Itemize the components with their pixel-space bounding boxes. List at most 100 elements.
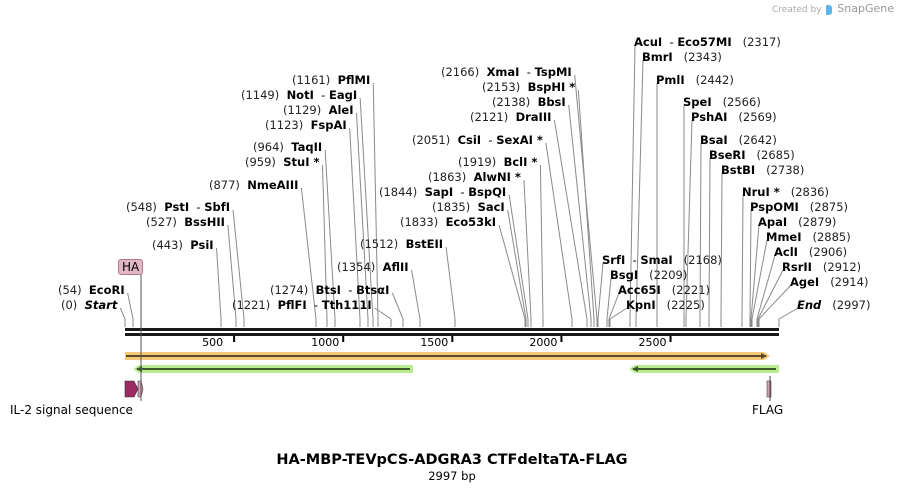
site-position: (1833) bbox=[400, 215, 439, 229]
site-leader-line bbox=[751, 239, 768, 327]
site-position: (2138) bbox=[492, 95, 531, 109]
enzyme-site-label[interactable]: (1149) NotI - EagI bbox=[241, 88, 357, 102]
enzyme-site-label[interactable]: SpeI (2566) bbox=[683, 95, 761, 109]
site-position: (2997) bbox=[832, 298, 871, 312]
site-position: (1835) bbox=[432, 200, 471, 214]
enzyme-site-label[interactable]: End (2997) bbox=[797, 298, 871, 312]
site-leader-line bbox=[391, 292, 404, 327]
enzyme-name: PflMI bbox=[337, 73, 371, 87]
enzyme-site-label[interactable]: RsrII (2912) bbox=[782, 260, 861, 274]
enzyme-site-label[interactable]: AclI (2906) bbox=[774, 245, 847, 259]
separator: - bbox=[625, 253, 641, 267]
enzyme-site-label[interactable]: PshAI (2569) bbox=[691, 110, 777, 124]
enzyme-site-label[interactable]: (54) EcoRI bbox=[58, 283, 125, 297]
enzyme-site-label[interactable]: (964) TaqII bbox=[253, 140, 322, 154]
site-position: (2738) bbox=[766, 163, 805, 177]
enzyme-site-label[interactable]: (877) NmeAIII bbox=[209, 178, 298, 192]
enzyme-site-label[interactable]: (959) StuI * bbox=[245, 155, 320, 169]
site-leader-line bbox=[606, 277, 612, 327]
separator: - bbox=[519, 65, 535, 79]
site-position: (1129) bbox=[283, 103, 322, 117]
flag-label[interactable]: FLAG bbox=[752, 403, 784, 417]
enzyme-name: MmeI bbox=[766, 230, 802, 244]
enzyme-site-label[interactable]: ApaI (2879) bbox=[758, 215, 836, 229]
enzyme-site-label[interactable]: BmrI (2343) bbox=[642, 50, 722, 64]
enzyme-site-label[interactable]: (1835) SacI bbox=[432, 200, 505, 214]
site-leader-line bbox=[227, 224, 237, 327]
enzyme-site-label[interactable]: (1221) PflFI - Tth111I bbox=[232, 298, 372, 312]
enzyme-site-label[interactable]: (443) PsiI bbox=[152, 238, 214, 252]
enzyme-site-label[interactable]: (1274) BtsI - BtsαI bbox=[270, 283, 389, 297]
site-position: (1274) bbox=[270, 283, 309, 297]
enzyme-site-label[interactable]: KpnI (2225) bbox=[626, 298, 705, 312]
site-leader-line bbox=[411, 269, 421, 327]
enzyme-site-label[interactable]: SrfI - SmaI (2168) bbox=[602, 253, 722, 267]
enzyme-name: BspHI * bbox=[527, 80, 576, 94]
enzyme-site-label[interactable]: (1354) AflII bbox=[337, 260, 409, 274]
separator: - bbox=[453, 185, 469, 199]
site-leader-line bbox=[300, 187, 317, 327]
enzyme-site-label[interactable]: MmeI (2885) bbox=[766, 230, 851, 244]
enzyme-site-label[interactable]: BseRI (2685) bbox=[709, 148, 795, 162]
enzyme-site-label[interactable]: AcuI - Eco57MI (2317) bbox=[634, 35, 781, 49]
il2-signal-sequence-label[interactable]: IL-2 signal sequence bbox=[10, 403, 133, 417]
separator: - bbox=[340, 283, 357, 297]
enzyme-name-2: Eco57MI bbox=[677, 35, 732, 49]
enzyme-site-label[interactable]: BstBI (2738) bbox=[721, 163, 804, 177]
site-leader-line bbox=[750, 224, 760, 327]
site-leader-line bbox=[608, 292, 620, 327]
enzyme-site-label[interactable]: (2121) DraIII bbox=[470, 110, 551, 124]
site-position: (527) bbox=[146, 215, 177, 229]
enzyme-name-2: TspMI bbox=[534, 65, 572, 79]
snapgene-credit: Created by SnapGene bbox=[772, 2, 894, 15]
ha-tag-badge[interactable]: HA bbox=[118, 259, 144, 275]
site-position: (443) bbox=[152, 238, 183, 252]
enzyme-name: StuI * bbox=[283, 155, 320, 169]
enzyme-name: PsiI bbox=[190, 238, 214, 252]
enzyme-name-2: BtsαI bbox=[356, 283, 390, 297]
ruler-tick-label: 1500 bbox=[420, 336, 449, 349]
enzyme-site-label[interactable]: PspOMI (2875) bbox=[750, 200, 848, 214]
site-leader-line bbox=[568, 104, 592, 327]
enzyme-site-label[interactable]: (2138) BbsI bbox=[492, 95, 566, 109]
enzyme-site-label[interactable]: NruI * (2836) bbox=[742, 185, 829, 199]
enzyme-site-label[interactable]: (1512) BstEII bbox=[360, 237, 443, 251]
enzyme-site-label[interactable]: (1129) AleI bbox=[283, 103, 353, 117]
site-position: (1512) bbox=[360, 237, 399, 251]
enzyme-site-label[interactable]: BsgI (2209) bbox=[610, 268, 687, 282]
enzyme-site-label[interactable]: (527) BssHII bbox=[146, 215, 225, 229]
enzyme-name-2: SmaI bbox=[640, 253, 673, 267]
enzyme-name: BclI * bbox=[503, 155, 538, 169]
enzyme-site-label[interactable]: AgeI (2914) bbox=[790, 275, 868, 289]
enzyme-site-label[interactable]: BsaI (2642) bbox=[700, 133, 777, 147]
enzyme-site-label[interactable]: (2166) XmaI - TspMI bbox=[441, 65, 572, 79]
enzyme-site-label[interactable]: (2153) BspHI * bbox=[482, 80, 575, 94]
site-leader-line bbox=[508, 194, 529, 327]
enzyme-site-label[interactable]: (2051) CsiI - SexAI * bbox=[412, 133, 543, 147]
site-position: (2166) bbox=[441, 65, 480, 79]
site-position: (1863) bbox=[428, 170, 467, 184]
site-position: (1844) bbox=[379, 185, 418, 199]
enzyme-site-label[interactable]: PmlI (2442) bbox=[656, 73, 734, 87]
enzyme-site-label[interactable]: (1123) FspAI bbox=[265, 118, 347, 132]
site-position: (2121) bbox=[470, 110, 509, 124]
enzyme-site-label[interactable]: (1844) SapI - BspQI bbox=[379, 185, 506, 199]
enzyme-site-label[interactable]: (1161) PflMI bbox=[292, 73, 370, 87]
enzyme-name: Start bbox=[84, 298, 118, 312]
enzyme-site-label[interactable]: (0) Start bbox=[61, 298, 117, 312]
enzyme-name: TaqII bbox=[291, 140, 323, 154]
enzyme-name: AcuI bbox=[634, 35, 663, 49]
site-leader-line bbox=[523, 179, 532, 327]
enzyme-site-label[interactable]: Acc65I (2221) bbox=[618, 283, 710, 297]
site-position: (2153) bbox=[482, 80, 521, 94]
enzyme-site-label[interactable]: (1833) Eco53kI bbox=[400, 215, 496, 229]
enzyme-name: Acc65I bbox=[618, 283, 661, 297]
enzyme-name: CsiI bbox=[457, 133, 482, 147]
enzyme-site-label[interactable]: (1919) BclI * bbox=[458, 155, 537, 169]
enzyme-name: BssHII bbox=[184, 215, 225, 229]
flag-tag-feature bbox=[766, 380, 772, 398]
enzyme-site-label[interactable]: (1863) AlwNI * bbox=[428, 170, 521, 184]
enzyme-site-label[interactable]: (548) PstI - SbfI bbox=[126, 200, 230, 214]
site-leader-line bbox=[635, 59, 644, 327]
